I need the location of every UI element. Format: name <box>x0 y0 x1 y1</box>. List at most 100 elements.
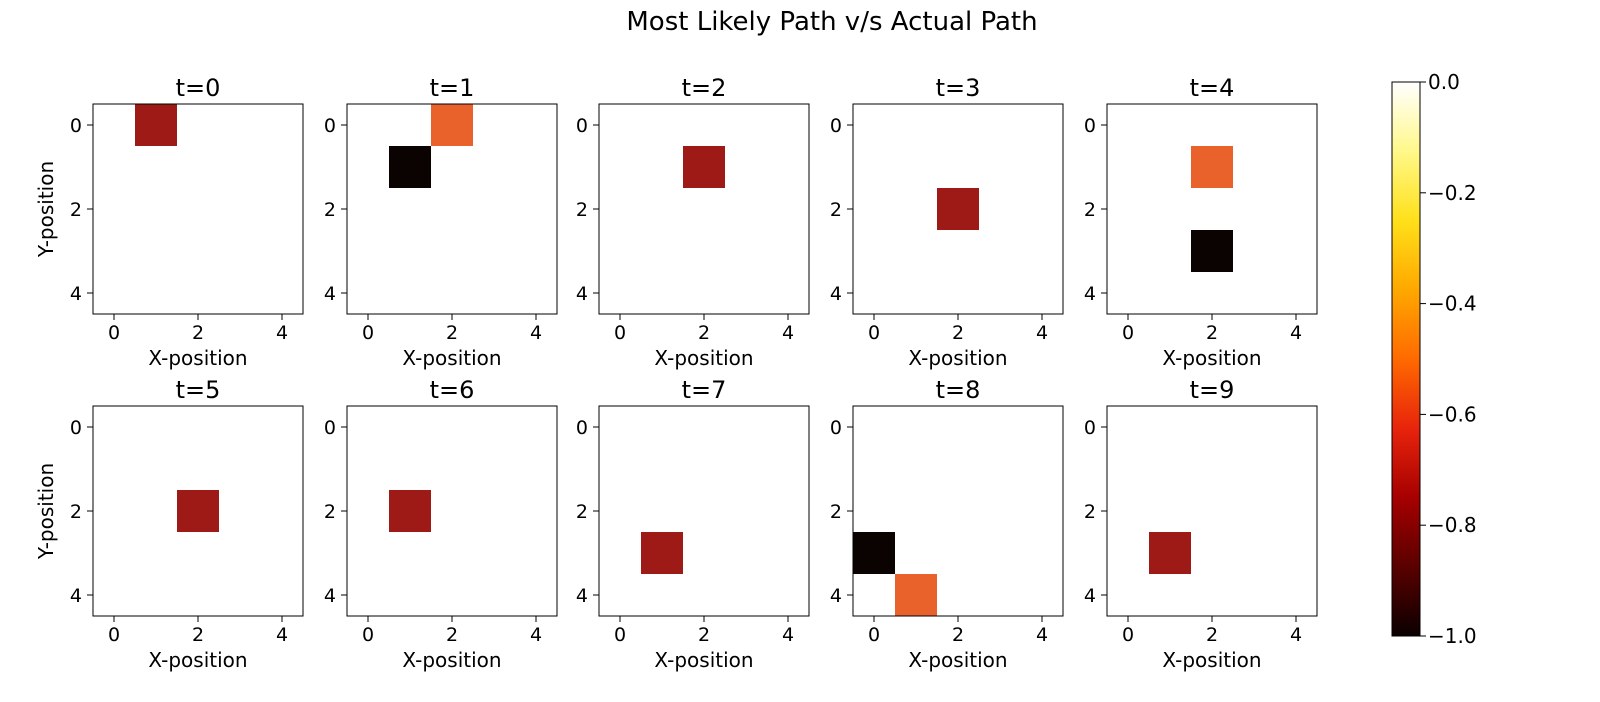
x-axis-label: X-position <box>654 346 753 370</box>
panel-t2: t=2 0 2 4 0 2 4 X-position <box>576 74 810 370</box>
panel-title: t=3 <box>936 74 981 102</box>
x-axis-label: X-position <box>148 346 247 370</box>
x-tick-label: 4 <box>530 322 542 344</box>
y-tick-label: 2 <box>324 501 336 523</box>
x-tick-label: 2 <box>698 624 710 646</box>
x-axis-label: X-position <box>402 346 501 370</box>
y-tick-label: 4 <box>1084 283 1096 305</box>
plot-area <box>1107 406 1317 616</box>
x-axis-label: X-position <box>1162 346 1261 370</box>
x-tick-label: 2 <box>1206 322 1218 344</box>
x-tick-label: 2 <box>952 624 964 646</box>
x-tick-label: 2 <box>698 322 710 344</box>
y-tick-label: 4 <box>830 585 842 607</box>
colorbar-tick-label: −0.2 <box>1428 181 1477 205</box>
heatmap-cell <box>937 188 979 230</box>
panel-t7: t=7 0 2 4 0 2 4 X-position <box>576 376 810 672</box>
x-axis-label: X-position <box>908 648 1007 672</box>
heatmap-cell <box>853 532 895 574</box>
panel-title: t=7 <box>682 376 727 404</box>
colorbar-tick-label: −0.4 <box>1428 292 1477 316</box>
y-tick-label: 4 <box>830 283 842 305</box>
x-tick-label: 4 <box>782 322 794 344</box>
y-tick-label: 4 <box>324 283 336 305</box>
x-tick-label: 0 <box>614 624 626 646</box>
heatmap-cell <box>177 490 219 532</box>
colorbar-tick-label: −0.8 <box>1428 513 1477 537</box>
figure-title: Most Likely Path v/s Actual Path <box>626 7 1037 37</box>
y-tick-label: 0 <box>576 115 588 137</box>
heatmap-cell <box>389 146 431 188</box>
x-tick-label: 2 <box>446 322 458 344</box>
heatmap-cell <box>895 574 937 616</box>
x-axis-label: X-position <box>1162 648 1261 672</box>
x-tick-label: 0 <box>108 624 120 646</box>
y-tick-label: 2 <box>70 199 82 221</box>
panel-title: t=5 <box>176 376 221 404</box>
x-tick-label: 4 <box>1290 322 1302 344</box>
x-tick-label: 0 <box>108 322 120 344</box>
x-tick-label: 2 <box>446 624 458 646</box>
y-tick-label: 4 <box>70 585 82 607</box>
panels-group: t=0 0 2 4 0 2 4 X-position Y-position t=1 0 2 4 0 2 4 X-… <box>34 74 1318 672</box>
y-tick-label: 0 <box>1084 115 1096 137</box>
x-tick-label: 0 <box>1122 322 1134 344</box>
x-tick-label: 2 <box>192 322 204 344</box>
x-tick-label: 0 <box>362 624 374 646</box>
x-axis-label: X-position <box>908 346 1007 370</box>
x-axis-label: X-position <box>402 648 501 672</box>
heatmap-cell <box>389 490 431 532</box>
y-tick-label: 2 <box>324 199 336 221</box>
panel-title: t=8 <box>936 376 981 404</box>
plot-area <box>853 406 1063 616</box>
y-tick-label: 0 <box>576 417 588 439</box>
y-tick-label: 2 <box>830 199 842 221</box>
panel-title: t=9 <box>1190 376 1235 404</box>
x-tick-label: 0 <box>614 322 626 344</box>
x-tick-label: 4 <box>276 624 288 646</box>
heatmap-cell <box>641 532 683 574</box>
y-tick-label: 0 <box>830 417 842 439</box>
colorbar-gradient <box>1392 82 1420 636</box>
colorbar-tick-label: 0.0 <box>1428 70 1460 94</box>
plot-area <box>599 104 809 314</box>
y-tick-label: 2 <box>70 501 82 523</box>
plot-area <box>599 406 809 616</box>
y-tick-label: 4 <box>576 585 588 607</box>
panel-t5: t=5 0 2 4 0 2 4 X-position Y-position <box>34 376 304 672</box>
x-axis-label: X-position <box>654 648 753 672</box>
colorbar-tick-label: −0.6 <box>1428 402 1477 426</box>
y-tick-label: 0 <box>324 115 336 137</box>
panel-t8: t=8 0 2 4 0 2 4 X-position <box>830 376 1064 672</box>
plot-area <box>347 406 557 616</box>
panel-title: t=4 <box>1190 74 1235 102</box>
x-tick-label: 4 <box>1290 624 1302 646</box>
y-axis-label: Y-position <box>34 463 58 560</box>
x-tick-label: 2 <box>1206 624 1218 646</box>
x-tick-label: 4 <box>276 322 288 344</box>
plot-area <box>1107 104 1317 314</box>
y-tick-label: 4 <box>70 283 82 305</box>
x-tick-label: 0 <box>1122 624 1134 646</box>
x-tick-label: 4 <box>1036 322 1048 344</box>
heatmap-cell <box>683 146 725 188</box>
panel-t0: t=0 0 2 4 0 2 4 X-position Y-position <box>34 74 304 370</box>
heatmap-cell <box>1149 532 1191 574</box>
heatmap-cell <box>135 104 177 146</box>
colorbar-tick-label: −1.0 <box>1428 624 1477 648</box>
colorbar: 0.0 −0.2 −0.4 −0.6 −0.8 −1.0 <box>1391 70 1477 648</box>
y-tick-label: 2 <box>576 501 588 523</box>
panel-t4: t=4 0 2 4 0 2 4 X-position <box>1084 74 1318 370</box>
panel-title: t=6 <box>430 376 475 404</box>
panel-t6: t=6 0 2 4 0 2 4 X-position <box>324 376 558 672</box>
panel-t9: t=9 0 2 4 0 2 4 X-position <box>1084 376 1318 672</box>
x-tick-label: 0 <box>868 322 880 344</box>
x-tick-label: 2 <box>192 624 204 646</box>
x-tick-label: 0 <box>868 624 880 646</box>
y-tick-label: 2 <box>1084 199 1096 221</box>
y-tick-label: 2 <box>576 199 588 221</box>
y-tick-label: 0 <box>70 417 82 439</box>
y-tick-label: 4 <box>1084 585 1096 607</box>
x-axis-label: X-position <box>148 648 247 672</box>
